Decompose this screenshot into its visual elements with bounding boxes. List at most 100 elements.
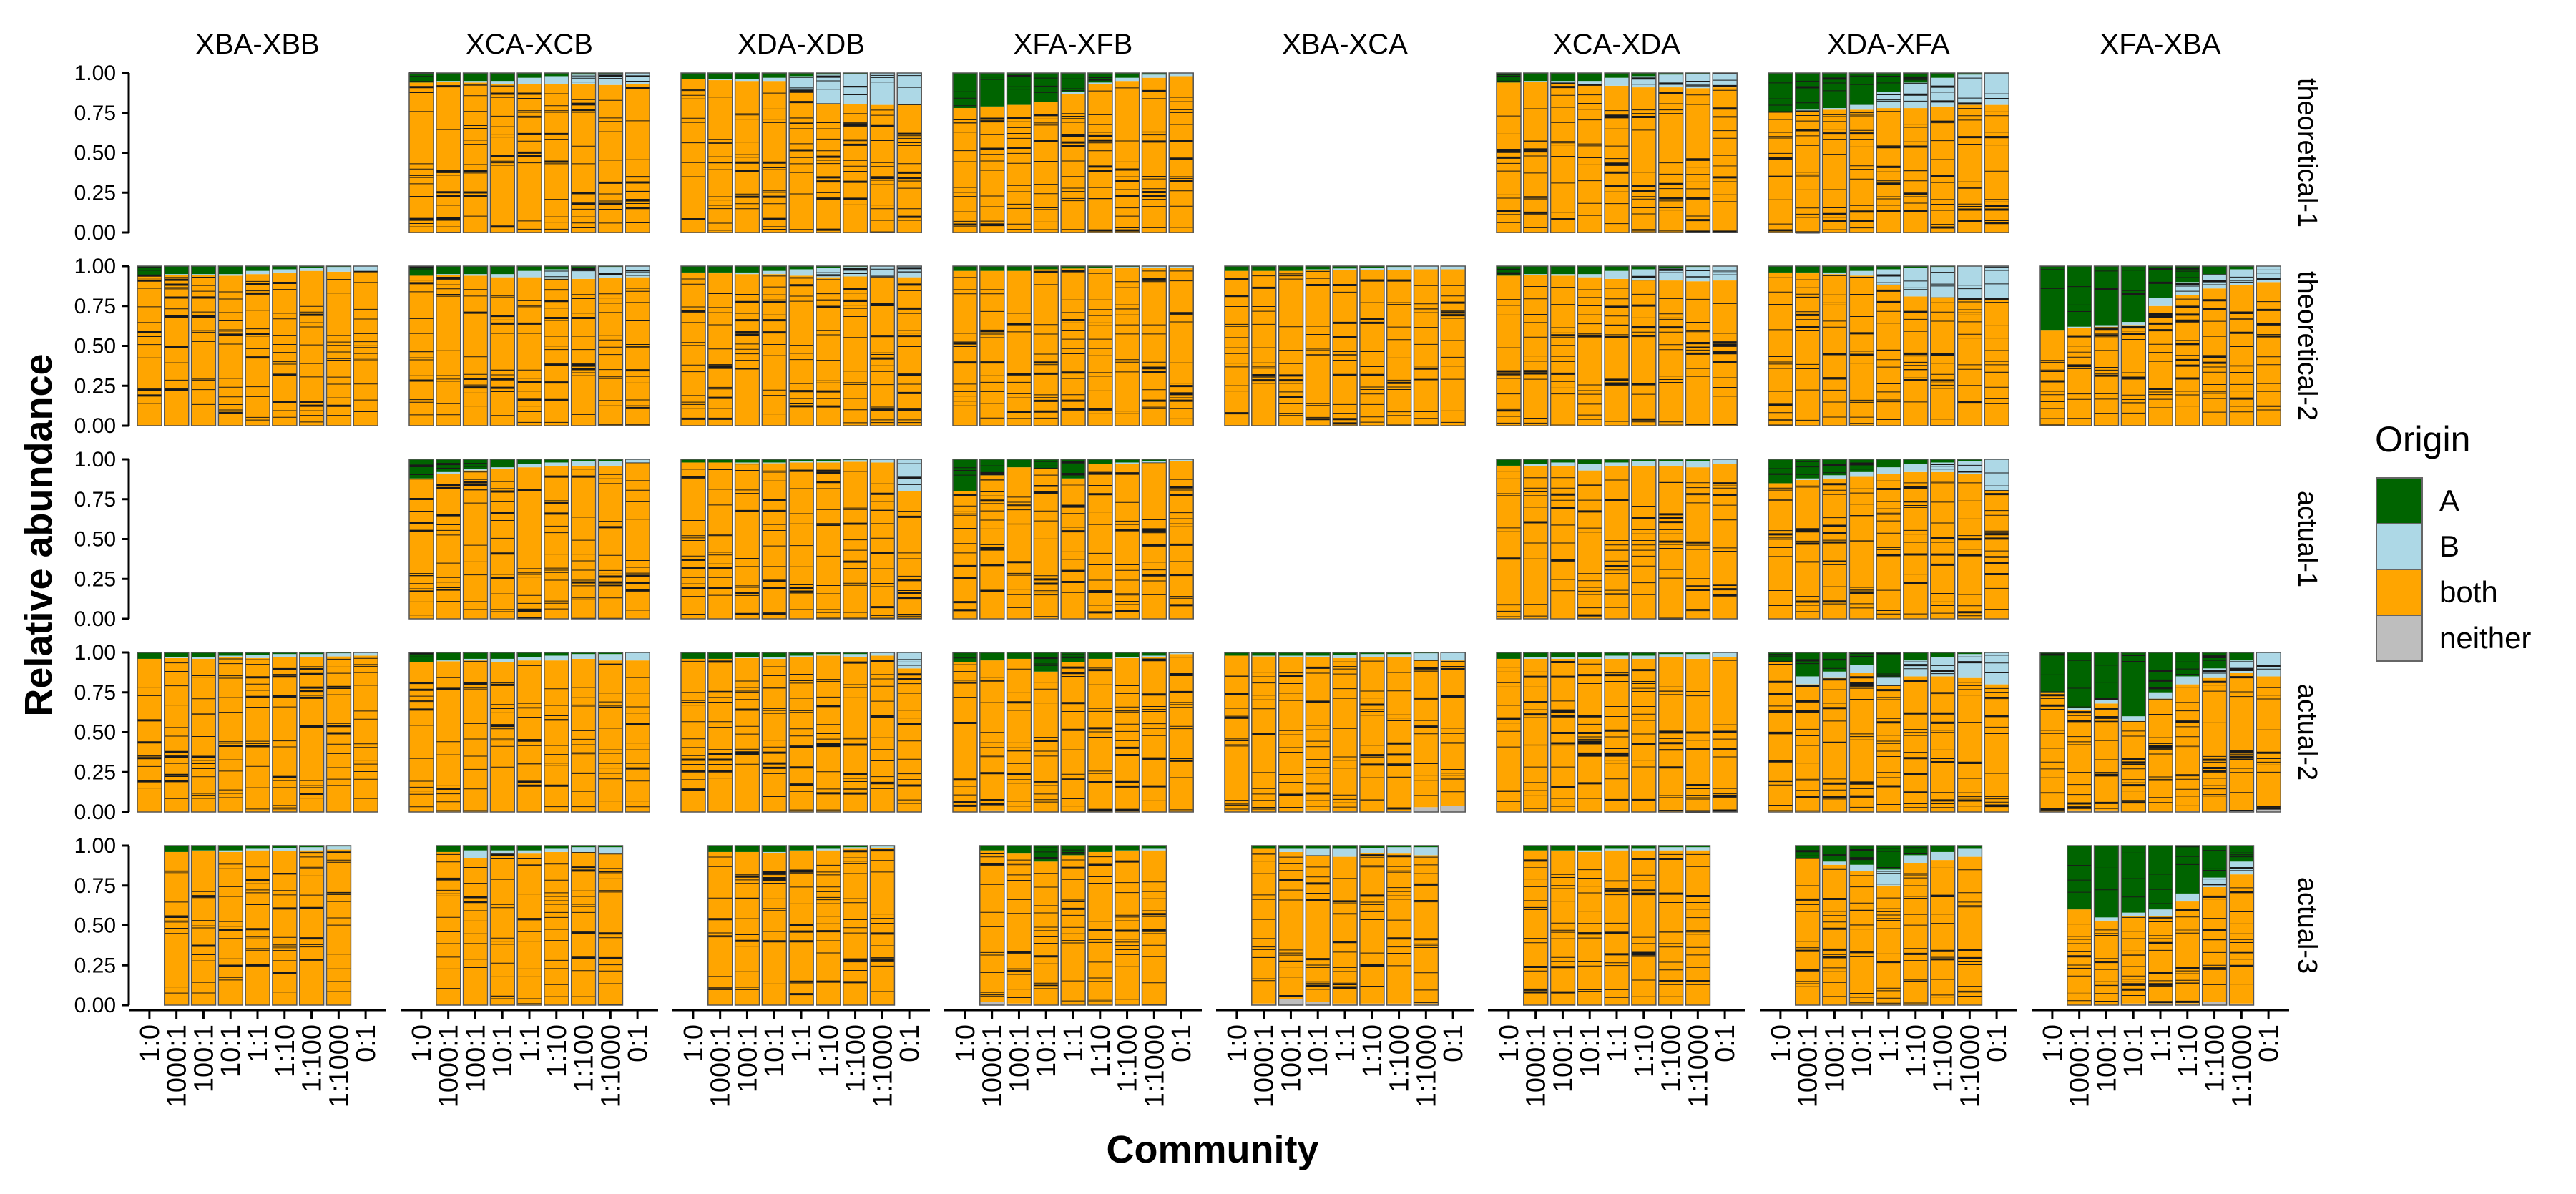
bar-segment-B <box>1605 77 1630 86</box>
bar-segment-B <box>1957 654 1982 678</box>
bar-segment-both <box>735 657 760 812</box>
bar-segment-B <box>816 461 841 463</box>
bar-theoretical-1-XCA-XDA-4 <box>1604 72 1630 233</box>
bar-outline <box>2067 265 2092 426</box>
bar-segment-A <box>463 459 488 469</box>
bar-segment-both <box>598 465 623 619</box>
bar-actual-1-XDA-XFA-7 <box>1957 459 1983 620</box>
bar-segment-both <box>409 478 434 619</box>
bar-segment-both <box>681 658 705 812</box>
bar-segment-both <box>218 657 243 812</box>
bar-segment-both <box>409 662 434 812</box>
bar-segment-A <box>1849 459 1874 472</box>
bar-segment-both <box>762 274 787 426</box>
bar-theoretical-2-XBA-XCA-1 <box>1251 265 1277 426</box>
bar-segment-A <box>272 266 297 270</box>
bar-outline <box>1087 652 1113 813</box>
bar-segment-B <box>1577 657 1602 659</box>
bar-segment-A <box>544 266 569 270</box>
bar-outline <box>544 845 569 1006</box>
bar-outline <box>1957 652 1983 813</box>
bar-actual-2-XDA-XFA-1 <box>1795 652 1821 813</box>
bar-segment-both <box>1713 657 1738 812</box>
bar-outline <box>707 845 733 1006</box>
bar-segment-A <box>1306 652 1331 656</box>
bar-segment-neither <box>1306 810 1331 812</box>
bar-segment-both <box>762 658 787 812</box>
bar-segment-A <box>789 266 814 270</box>
bar-segment-B <box>1523 81 1548 82</box>
bar-theoretical-1-XCA-XCB-3 <box>489 72 516 233</box>
bar-segment-B <box>1251 655 1276 657</box>
bar-actual-2-XBA-XCA-3 <box>1305 652 1331 813</box>
bar-outline <box>2120 265 2147 426</box>
bar-segment-A <box>1822 459 1847 476</box>
bar-segment-B <box>870 459 895 463</box>
panel-actual-2-XDA-XDB <box>680 652 922 813</box>
bar-segment-both <box>2067 710 2092 811</box>
bar-outline <box>544 459 569 620</box>
bar-segment-both <box>870 655 895 812</box>
bar-actual-2-XDA-XDB-1 <box>707 652 733 813</box>
bar-segment-both <box>1957 298 1982 426</box>
bar-outline <box>1685 265 1711 426</box>
bar-theoretical-2-XCA-XDA-1 <box>1523 265 1549 426</box>
bar-segment-both <box>1087 84 1112 233</box>
bar-segment-A <box>2148 652 2173 693</box>
bar-theoretical-1-XCA-XDA-6 <box>1657 72 1684 233</box>
bar-segment-B <box>1577 81 1602 84</box>
bar-segment-B <box>299 268 324 271</box>
bar-segment-A <box>1115 459 1140 463</box>
bar-outline <box>164 265 190 426</box>
bar-segment-B <box>1278 655 1303 657</box>
bar-actual-3-XCA-XCB-4 <box>544 845 569 1006</box>
bar-outline <box>1768 459 1793 620</box>
bar-actual-2-XFA-XBA-2 <box>2093 652 2120 813</box>
bar-segment-A <box>517 652 542 657</box>
bar-segment-A <box>1497 73 1521 83</box>
bar-segment-both <box>1822 274 1847 426</box>
bar-actual-2-XBA-XCA-5 <box>1359 652 1385 813</box>
bar-segment-B <box>897 73 922 105</box>
bar-segment-B <box>1169 459 1194 461</box>
bar-segment-both <box>625 660 650 812</box>
bar-segment-both <box>490 277 515 426</box>
bar-segment-A <box>1278 266 1303 271</box>
bar-segment-both <box>544 851 569 1005</box>
bar-actual-2-XBA-XCA-8 <box>1440 652 1466 813</box>
bar-segment-A <box>1251 652 1276 656</box>
bar-outline <box>896 72 922 233</box>
bar-segment-A <box>571 846 596 848</box>
bar-segment-both <box>1225 270 1249 426</box>
bar-actual-2-XFA-XFB-7 <box>1141 652 1167 813</box>
bar-outline <box>2228 265 2255 426</box>
bar-outline <box>952 72 978 233</box>
bar-segment-B <box>1876 676 1901 686</box>
bar-segment-B <box>598 654 623 661</box>
bar-segment-B <box>1169 266 1194 268</box>
bar-outline <box>1984 72 2009 233</box>
bar-segment-both <box>1849 476 1874 619</box>
bar-segment-both <box>897 277 922 426</box>
bar-segment-A <box>707 266 733 273</box>
bar-segment-neither <box>1414 807 1439 812</box>
bar-segment-both <box>517 467 542 619</box>
panel-theoretical-1-XCA-XCB <box>408 72 650 233</box>
bar-actual-3-XBA-XBB-1 <box>190 845 217 1006</box>
bar-theoretical-1-XDA-XDB-8 <box>896 72 922 233</box>
bar-segment-both <box>517 277 542 426</box>
bar-outline <box>1604 459 1630 620</box>
bar-actual-3-XBA-XBB-3 <box>245 845 270 1006</box>
bar-outline <box>1929 265 1956 426</box>
bar-outline <box>1768 72 1793 233</box>
bar-segment-both <box>299 657 324 812</box>
bar-segment-B <box>2256 652 2281 677</box>
bar-segment-A <box>1007 459 1032 468</box>
bar-segment-both <box>1550 82 1575 233</box>
bar-outline <box>137 652 162 813</box>
bar-segment-both <box>571 278 596 426</box>
bar-segment-both <box>1876 285 1901 426</box>
panel-actual-2-XFA-XBA <box>2039 652 2281 813</box>
bar-outline <box>680 652 706 813</box>
bar-segment-both <box>2202 677 2227 812</box>
